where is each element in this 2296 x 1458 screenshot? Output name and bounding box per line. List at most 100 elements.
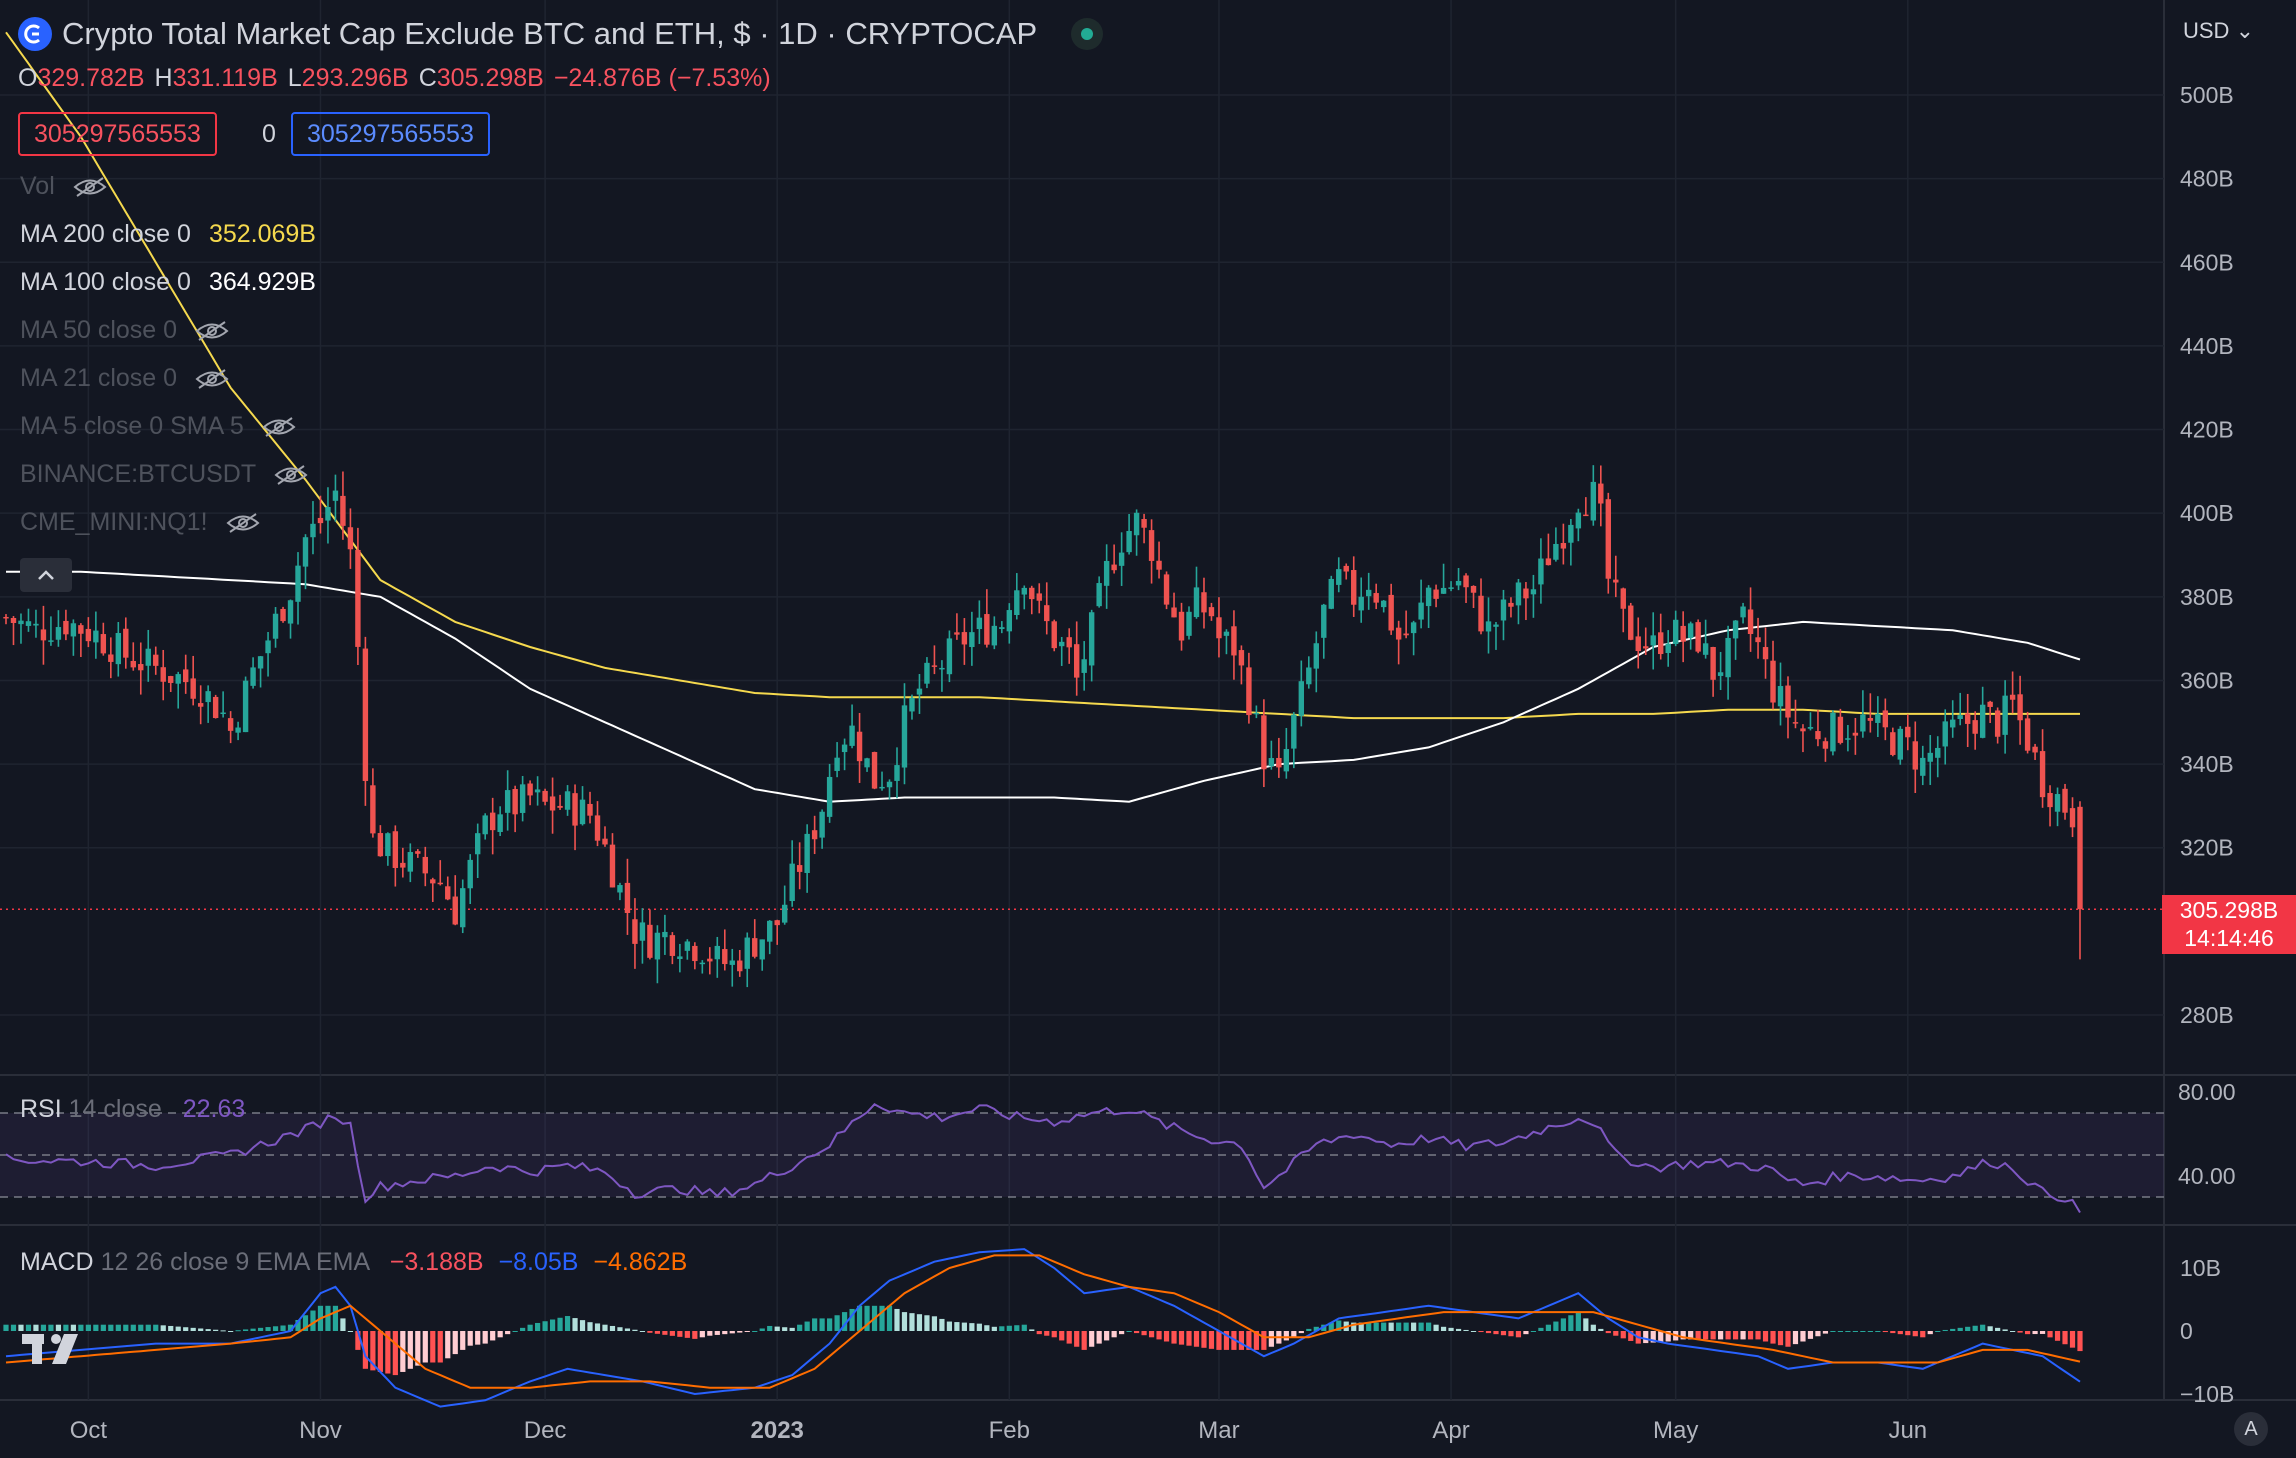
market-status-icon[interactable]	[1071, 18, 1104, 50]
macd-histogram-bar	[1268, 1331, 1274, 1347]
candle-body	[564, 791, 571, 810]
macd-histogram-bar	[482, 1331, 488, 1344]
macd-histogram-bar	[579, 1320, 586, 1331]
indicator-row[interactable]: Vol	[20, 172, 107, 201]
indicator-row[interactable]: MA 50 close 0	[20, 316, 229, 345]
indicator-row[interactable]: BINANCE:BTCUSDT	[20, 460, 308, 489]
candle-body	[1979, 704, 1986, 738]
candle-body	[1650, 635, 1656, 646]
candle	[1163, 571, 1170, 610]
candle	[1208, 602, 1215, 621]
macd-histogram-bar	[894, 1308, 900, 1331]
candle-body	[1583, 514, 1589, 517]
macd-histogram-bar	[1710, 1331, 1716, 1340]
candle-body	[961, 632, 968, 645]
macd-histogram-bar	[722, 1331, 728, 1335]
hidden-eye-icon[interactable]	[195, 368, 229, 390]
macd-histogram-bar	[602, 1324, 608, 1331]
candle-body	[1755, 637, 1761, 643]
macd-histogram-bar	[1785, 1331, 1791, 1347]
sell-price-box[interactable]: 305297565553	[18, 112, 217, 156]
indicator-row[interactable]: MA 200 close 0 352.069B	[20, 220, 316, 249]
macd-signal-line	[5, 1254, 2081, 1389]
indicator-name: MA 200 close 0	[20, 220, 191, 248]
candle	[1358, 577, 1364, 623]
candle-body	[1964, 713, 1971, 724]
macd-histogram-bar	[999, 1326, 1005, 1331]
macd-histogram-bar	[1238, 1331, 1245, 1350]
macd-histogram-bar	[183, 1327, 189, 1331]
candle-body	[1807, 727, 1814, 729]
candle	[1957, 692, 1963, 726]
candle	[385, 832, 391, 866]
candle	[886, 779, 893, 800]
candle-body	[1336, 569, 1342, 585]
y-tick-label: 360B	[2180, 667, 2234, 693]
ohlc-key: L	[287, 64, 302, 92]
candle-body	[1163, 574, 1170, 605]
candle	[1081, 641, 1087, 691]
indicator-row[interactable]: MA 5 close 0 SMA 5	[20, 412, 296, 441]
indicator-row[interactable]: MA 100 close 0 364.929B	[20, 268, 316, 297]
macd-histogram-bar	[1987, 1326, 1993, 1331]
candle-body	[1118, 552, 1125, 566]
hidden-eye-icon[interactable]	[274, 464, 308, 486]
candle	[1418, 579, 1424, 629]
candle	[1650, 612, 1656, 670]
macd-tick-label: 0	[2180, 1318, 2193, 1344]
hidden-eye-icon[interactable]	[73, 176, 107, 198]
symbol-title[interactable]: Crypto Total Market Cap Exclude BTC and …	[18, 16, 1104, 52]
collapse-legend-button[interactable]	[20, 558, 72, 592]
candle-body	[1905, 726, 1911, 738]
candle-body	[752, 938, 758, 957]
candle-body	[632, 919, 638, 944]
candle-body	[212, 696, 219, 719]
candle	[1283, 727, 1290, 779]
hidden-eye-icon[interactable]	[195, 320, 229, 342]
candle-body	[2039, 751, 2046, 798]
macd-histogram-bar	[1463, 1329, 1469, 1331]
hidden-eye-icon[interactable]	[262, 416, 296, 438]
candle	[257, 655, 264, 688]
macd-histogram-bar	[490, 1331, 496, 1341]
macd-histogram-bar	[512, 1331, 518, 1332]
candle	[1231, 610, 1237, 680]
y-tick-label: 280B	[2180, 1002, 2234, 1028]
candle-body	[1081, 659, 1087, 673]
candle-body	[1103, 560, 1110, 586]
candle	[78, 623, 84, 658]
macd-histogram-bar	[1373, 1322, 1379, 1331]
candle-body	[1171, 607, 1177, 618]
buy-price-box[interactable]: 305297565553	[291, 112, 490, 156]
macd-histogram-bar	[1021, 1324, 1027, 1331]
chart-grid	[0, 0, 2296, 1401]
candle	[1156, 541, 1162, 579]
candle	[954, 613, 960, 640]
candle	[759, 939, 765, 971]
candle-body	[1523, 588, 1529, 599]
candle	[1118, 532, 1125, 586]
macd-histogram-bar	[624, 1328, 631, 1331]
candle	[190, 655, 196, 706]
macd-histogram-bar	[1351, 1322, 1357, 1331]
currency-selector[interactable]: USD ⌄	[2183, 18, 2254, 44]
candle	[1351, 556, 1357, 617]
auto-scale-button[interactable]: A	[2234, 1412, 2268, 1446]
tradingview-logo-icon[interactable]	[20, 1330, 90, 1370]
indicator-row[interactable]: MA 21 close 0	[20, 364, 229, 393]
candle	[1800, 724, 1806, 753]
indicator-row[interactable]: CME_MINI:NQ1!	[20, 508, 260, 537]
symbol-title-text: Crypto Total Market Cap Exclude BTC and …	[62, 16, 1038, 51]
macd-histogram-bar	[1688, 1331, 1694, 1340]
hidden-eye-icon[interactable]	[226, 512, 260, 534]
macd-histogram-bar	[93, 1324, 99, 1331]
macd-histogram-bar	[1650, 1331, 1656, 1343]
candle	[639, 908, 646, 964]
candle	[1950, 700, 1956, 738]
candle-body	[1485, 621, 1492, 632]
candle-body	[2062, 788, 2068, 813]
candle	[946, 630, 953, 683]
candle	[879, 771, 885, 791]
candle	[1927, 735, 1933, 785]
